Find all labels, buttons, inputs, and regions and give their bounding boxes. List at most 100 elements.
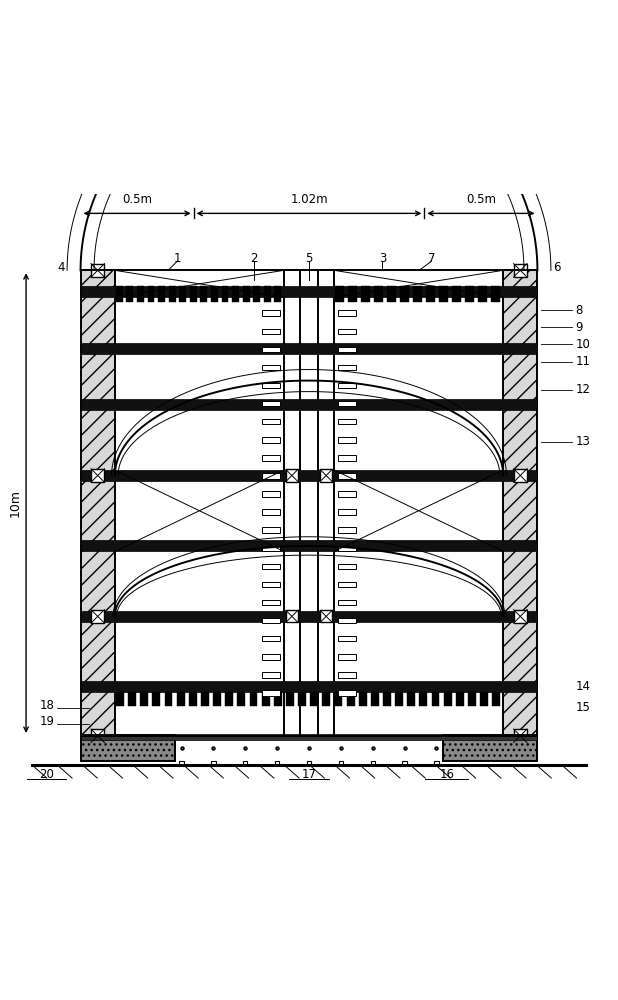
Bar bbox=[91, 729, 104, 743]
Bar bbox=[434, 761, 439, 765]
Bar bbox=[478, 286, 487, 302]
Text: 10m: 10m bbox=[9, 489, 22, 517]
Bar bbox=[91, 469, 104, 482]
Bar bbox=[491, 286, 500, 302]
Text: 20: 20 bbox=[40, 768, 54, 781]
Bar bbox=[148, 286, 154, 302]
Text: 12: 12 bbox=[575, 383, 590, 396]
Bar bbox=[262, 527, 280, 533]
Bar bbox=[338, 329, 356, 334]
Bar bbox=[190, 286, 197, 302]
Bar bbox=[334, 692, 342, 706]
Bar bbox=[338, 383, 356, 388]
Bar bbox=[320, 469, 332, 482]
Bar bbox=[320, 53, 332, 65]
Bar bbox=[253, 286, 260, 302]
Bar bbox=[80, 343, 538, 354]
Bar bbox=[426, 286, 435, 302]
Bar bbox=[80, 286, 538, 297]
Bar bbox=[262, 672, 280, 678]
Bar bbox=[262, 329, 280, 334]
Text: 18: 18 bbox=[40, 699, 55, 712]
Bar bbox=[169, 286, 176, 302]
Bar bbox=[116, 692, 124, 706]
Bar bbox=[200, 286, 207, 302]
Bar bbox=[431, 692, 439, 706]
Bar bbox=[262, 546, 280, 551]
Bar bbox=[503, 270, 538, 736]
Bar bbox=[375, 286, 383, 302]
Bar bbox=[323, 692, 330, 706]
Bar bbox=[127, 286, 133, 302]
Bar bbox=[262, 383, 280, 388]
Bar bbox=[262, 473, 280, 479]
Bar bbox=[262, 600, 280, 605]
Bar bbox=[177, 692, 185, 706]
Bar bbox=[237, 692, 245, 706]
Bar bbox=[262, 509, 280, 515]
Bar bbox=[338, 618, 356, 623]
Bar bbox=[298, 692, 306, 706]
Bar bbox=[514, 610, 527, 623]
Bar bbox=[80, 734, 538, 740]
Bar bbox=[262, 690, 280, 696]
Bar bbox=[338, 401, 356, 406]
Bar bbox=[261, 692, 269, 706]
Bar bbox=[262, 491, 280, 497]
Bar bbox=[262, 582, 280, 587]
Bar bbox=[164, 692, 172, 706]
Text: 19: 19 bbox=[40, 715, 55, 728]
Bar bbox=[307, 761, 311, 765]
Bar bbox=[274, 286, 281, 302]
Bar bbox=[395, 692, 403, 706]
Bar bbox=[338, 636, 356, 641]
Bar bbox=[262, 419, 280, 424]
Bar bbox=[338, 564, 356, 569]
Bar bbox=[439, 286, 448, 302]
Bar bbox=[80, 470, 538, 481]
Bar bbox=[338, 654, 356, 660]
Bar bbox=[407, 692, 415, 706]
Bar bbox=[286, 610, 298, 622]
Bar bbox=[402, 761, 407, 765]
Text: 15: 15 bbox=[575, 701, 590, 714]
Bar bbox=[262, 437, 280, 443]
Text: 0.5m: 0.5m bbox=[466, 193, 496, 206]
Bar bbox=[222, 286, 229, 302]
Bar bbox=[338, 672, 356, 678]
Bar bbox=[371, 692, 379, 706]
Bar bbox=[274, 692, 282, 706]
Bar bbox=[262, 618, 280, 623]
Bar bbox=[338, 310, 356, 316]
Bar bbox=[201, 692, 209, 706]
Bar bbox=[338, 600, 356, 605]
Bar bbox=[383, 692, 391, 706]
Bar bbox=[452, 286, 461, 302]
Bar bbox=[338, 582, 356, 587]
Bar bbox=[80, 540, 538, 551]
Bar bbox=[442, 735, 538, 761]
Bar bbox=[347, 692, 355, 706]
Bar bbox=[514, 264, 527, 277]
Bar bbox=[262, 564, 280, 569]
Bar bbox=[465, 286, 474, 302]
Text: 11: 11 bbox=[575, 355, 590, 368]
Bar bbox=[387, 286, 396, 302]
Bar bbox=[359, 692, 366, 706]
Bar bbox=[444, 692, 452, 706]
Bar bbox=[179, 761, 184, 765]
Bar bbox=[338, 491, 356, 497]
Bar bbox=[371, 761, 375, 765]
Bar bbox=[338, 365, 356, 370]
Text: 8: 8 bbox=[575, 304, 583, 317]
Bar bbox=[286, 469, 298, 482]
Bar bbox=[338, 455, 356, 461]
Bar bbox=[514, 469, 527, 482]
Bar bbox=[338, 527, 356, 533]
Bar bbox=[338, 419, 356, 424]
Bar bbox=[250, 692, 258, 706]
Bar bbox=[338, 347, 356, 352]
Text: 6: 6 bbox=[553, 261, 561, 274]
Bar bbox=[264, 286, 271, 302]
Text: 10: 10 bbox=[575, 338, 590, 351]
